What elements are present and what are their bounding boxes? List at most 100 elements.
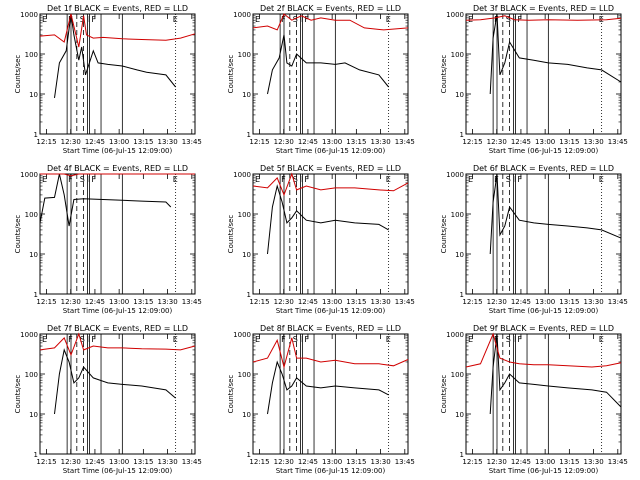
chart-title: Det 9f BLACK = Events, RED = LLD: [473, 324, 614, 333]
event-marker-letter: I: [88, 175, 90, 184]
events-series-line: [267, 360, 389, 415]
event-marker-letter: F: [91, 335, 96, 344]
y-tick-label: 10: [242, 91, 251, 99]
chart-title: Det 4f BLACK = Events, RED = LLD: [47, 164, 188, 173]
y-tick-label: 100: [25, 371, 38, 379]
y-tick-label: 100: [238, 371, 251, 379]
x-tick-label: 12:30: [274, 458, 294, 466]
x-tick-label: 13:30: [157, 298, 177, 306]
chart-title: Det 7f BLACK = Events, RED = LLD: [47, 324, 188, 333]
y-tick-label: 1000: [233, 331, 251, 339]
plot-frame: [252, 173, 409, 295]
y-tick-label: 1: [247, 451, 251, 459]
event-marker-letter: E: [255, 175, 260, 184]
x-tick-label: 13:15: [559, 458, 579, 466]
y-tick-label: 10: [29, 411, 38, 419]
x-tick-label: 12:30: [487, 138, 507, 146]
event-marker-letter: E: [255, 335, 260, 344]
events-series-line: [267, 184, 389, 255]
x-tick-label: 13:45: [395, 298, 415, 306]
event-marker-letter: S: [293, 175, 298, 184]
x-tick-label: 12:15: [36, 298, 56, 306]
x-tick-label: 12:30: [274, 298, 294, 306]
y-tick-label: 1000: [20, 331, 38, 339]
x-tick-label: 13:15: [346, 138, 366, 146]
x-tick-label: 12:45: [85, 138, 105, 146]
x-tick-label: 12:45: [511, 458, 531, 466]
event-marker-letter: E: [42, 15, 47, 24]
y-tick-label: 1000: [446, 11, 464, 19]
x-tick-label: 13:15: [559, 138, 579, 146]
chart-panel-6: Det 6f BLACK = Events, RED = LLD 1 10 100 10…: [440, 164, 628, 315]
chart-title: Det 5f BLACK = Events, RED = LLD: [260, 164, 401, 173]
x-tick-label: 13:30: [370, 458, 390, 466]
x-tick-label: 13:45: [395, 458, 415, 466]
plot-frame: [465, 13, 622, 135]
y-axis-label: Counts/sec: [14, 55, 22, 94]
y-tick-label: 10: [455, 251, 464, 259]
event-marker-letter: I: [88, 15, 90, 24]
x-axis-label: Start Time (06-Jul-15 12:09:00): [276, 467, 386, 475]
x-tick-label: 13:45: [608, 458, 628, 466]
chart-title: Det 6f BLACK = Events, RED = LLD: [473, 164, 614, 173]
x-tick-label: 13:15: [133, 138, 153, 146]
x-tick-label: 13:30: [583, 458, 603, 466]
y-tick-label: 10: [29, 251, 38, 259]
event-marker-letter: F: [68, 335, 73, 344]
y-tick-label: 1: [247, 291, 251, 299]
lld-series-line: [40, 173, 195, 177]
x-tick-label: 13:30: [370, 138, 390, 146]
x-axis-label: Start Time (06-Jul-15 12:09:00): [276, 307, 386, 315]
events-series-line: [489, 13, 622, 95]
event-marker-letter: S: [80, 175, 85, 184]
x-tick-label: 13:45: [608, 138, 628, 146]
x-tick-label: 13:45: [395, 138, 415, 146]
events-series-line: [489, 173, 622, 255]
y-axis-label: Counts/sec: [227, 55, 235, 94]
y-tick-label: 100: [451, 51, 464, 59]
event-marker-letter: F: [68, 175, 73, 184]
event-marker-letter: E: [386, 335, 391, 344]
x-axis-label: Start Time (06-Jul-15 12:09:00): [489, 307, 599, 315]
x-tick-label: 13:45: [182, 298, 202, 306]
x-tick-label: 13:15: [133, 458, 153, 466]
y-axis-label: Counts/sec: [227, 375, 235, 414]
y-tick-label: 100: [25, 211, 38, 219]
y-tick-label: 1000: [446, 171, 464, 179]
plot-frame: [39, 13, 196, 135]
y-axis-label: Counts/sec: [440, 215, 448, 254]
event-marker-letter: F: [281, 175, 286, 184]
y-tick-label: 100: [238, 211, 251, 219]
x-tick-label: 13:00: [322, 138, 342, 146]
event-marker-letter: I: [88, 335, 90, 344]
y-tick-label: 10: [455, 91, 464, 99]
lld-series-line: [465, 15, 622, 21]
event-marker-letter: E: [173, 15, 178, 24]
lld-series-line: [252, 13, 409, 31]
x-tick-label: 13:00: [322, 458, 342, 466]
event-marker-letter: S: [293, 15, 298, 24]
x-tick-label: 12:30: [61, 458, 81, 466]
x-axis-label: Start Time (06-Jul-15 12:09:00): [63, 147, 173, 155]
y-tick-label: 1: [34, 451, 38, 459]
x-tick-label: 12:15: [249, 138, 269, 146]
plot-frame: [39, 333, 196, 455]
event-marker-letter: F: [517, 335, 522, 344]
y-tick-label: 10: [29, 91, 38, 99]
y-tick-label: 1000: [233, 171, 251, 179]
x-tick-label: 13:00: [322, 298, 342, 306]
event-marker-letter: E: [42, 335, 47, 344]
y-tick-label: 100: [238, 51, 251, 59]
lld-series-line: [252, 337, 409, 369]
y-axis-label: Counts/sec: [14, 215, 22, 254]
x-tick-label: 13:00: [535, 298, 555, 306]
x-tick-label: 13:00: [109, 458, 129, 466]
event-marker-letter: E: [255, 15, 260, 24]
x-axis-label: Start Time (06-Jul-15 12:09:00): [276, 147, 386, 155]
chart-panel-4: Det 4f BLACK = Events, RED = LLD 1 10 100 10…: [14, 164, 202, 315]
x-tick-label: 12:45: [298, 138, 318, 146]
chart-title: Det 1f BLACK = Events, RED = LLD: [47, 4, 188, 13]
plot-frame: [252, 13, 409, 135]
x-tick-label: 13:45: [608, 298, 628, 306]
